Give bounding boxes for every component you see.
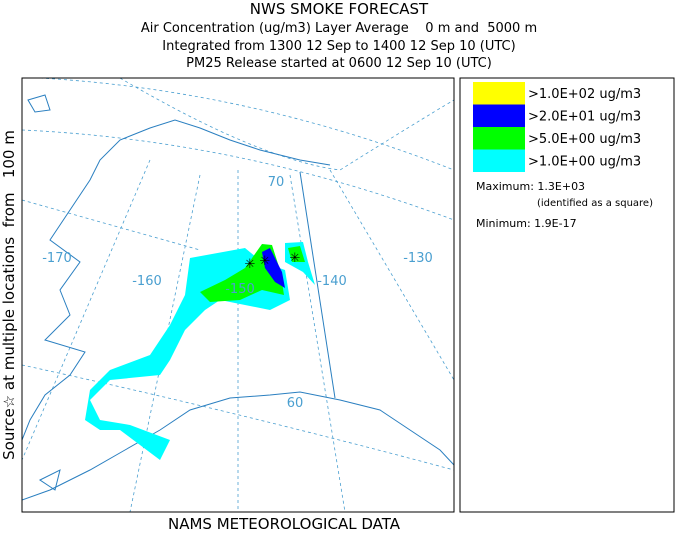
coastline xyxy=(22,119,454,501)
subtitle-line: Integrated from 1300 12 Sep to 1400 12 S… xyxy=(162,39,515,54)
coastline xyxy=(27,94,61,491)
legend-swatch xyxy=(473,104,525,127)
grid-label: -140 xyxy=(317,274,347,289)
grid-label: -160 xyxy=(132,274,162,289)
title: NWS SMOKE FORECAST xyxy=(250,0,429,18)
footer: NAMS METEOROLOGICAL DATA xyxy=(168,515,401,532)
legend-label: >2.0E+01 ug/m3 xyxy=(528,110,641,125)
legend-swatch xyxy=(473,82,525,105)
map-frame xyxy=(21,77,455,513)
grid-label: 70 xyxy=(268,175,285,190)
grid-label: -150 xyxy=(225,282,255,297)
legend-label: >1.0E+00 ug/m3 xyxy=(528,155,641,170)
plume-low xyxy=(85,242,315,460)
legend: Maximum: 1.3E+03 (identified as a square… xyxy=(459,77,675,513)
maximum-note: (identified as a square) xyxy=(537,198,653,209)
legend-swatch xyxy=(473,127,525,150)
subtitle-line: Air Concentration (ug/m3) Layer Average … xyxy=(141,21,537,36)
legend-label: >1.0E+02 ug/m3 xyxy=(528,87,641,102)
subtitle-line: PM25 Release started at 0600 12 Sep 10 (… xyxy=(186,56,492,71)
legend-swatch xyxy=(473,149,525,172)
minimum: Minimum: 1.9E-17 xyxy=(476,217,577,230)
grid-line xyxy=(289,174,346,512)
side-label: Source☆ at multiple locations from 100 m xyxy=(0,130,18,460)
legend-frame xyxy=(459,77,675,513)
grid-line xyxy=(119,78,454,171)
grid-line xyxy=(329,169,454,381)
grid-label: 60 xyxy=(287,396,304,411)
map: ✳ ✳ ✳ -170 -160 -150 -140 -130 70 60 xyxy=(21,77,455,513)
grid-line xyxy=(22,199,201,251)
maximum: Maximum: 1.3E+03 xyxy=(476,180,585,193)
grid-label: -130 xyxy=(403,251,433,266)
legend-label: >5.0E+00 ug/m3 xyxy=(528,132,641,147)
grid-label: -170 xyxy=(42,251,72,266)
source-markers: ✳ ✳ ✳ xyxy=(245,251,301,272)
grid-line xyxy=(22,159,151,461)
grid-line xyxy=(22,364,454,471)
source-star: ✳ xyxy=(290,251,301,266)
grid-line xyxy=(22,129,454,221)
source-star: ✳ xyxy=(260,254,271,269)
plume-high xyxy=(262,248,285,288)
plume-mid xyxy=(200,244,305,302)
source-star: ✳ xyxy=(245,257,256,272)
border xyxy=(299,171,336,399)
grid-line xyxy=(39,78,454,171)
